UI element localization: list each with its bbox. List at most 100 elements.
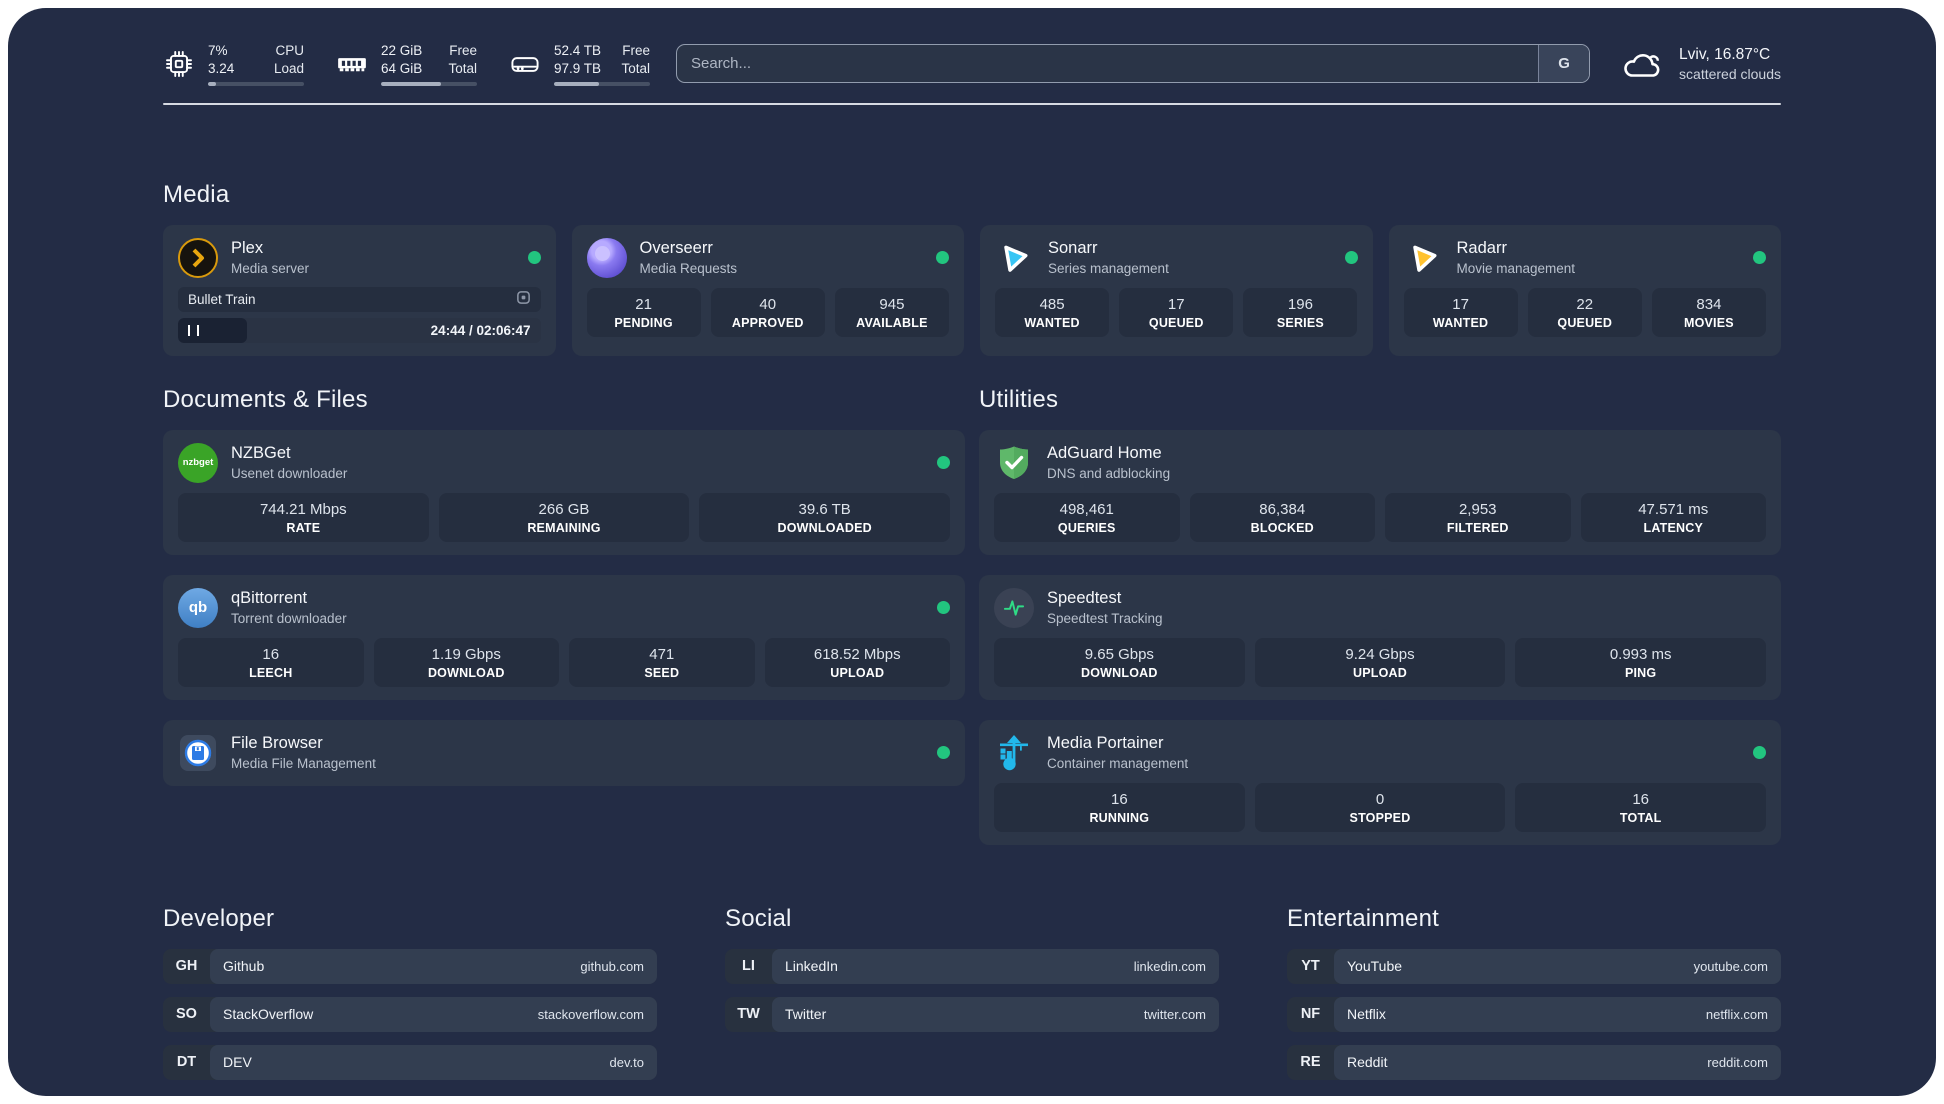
bookmark-name: Reddit [1347, 1054, 1388, 1071]
app-name: AdGuard Home [1047, 444, 1162, 463]
top-bar: 7% 3.24 CPU Load [163, 42, 1781, 86]
stat-rate: 744.21 Mbps RATE [178, 492, 429, 542]
app-subtitle: Speedtest Tracking [1047, 611, 1163, 627]
stat-total: 16 TOTAL [1515, 782, 1766, 832]
bookmark-abbr: GH [175, 958, 198, 975]
stat-seed: 471 SEED [569, 637, 755, 687]
status-dot [937, 456, 950, 470]
card-plex[interactable]: Plex Media server Bullet Train 24:44 / 0… [163, 224, 556, 356]
bookmark-netflix[interactable]: NF Netflix netflix.com [1287, 996, 1781, 1032]
status-dot [936, 251, 949, 265]
nzbget-icon: nzbget [178, 442, 218, 483]
bookmark-name: Twitter [785, 1006, 827, 1023]
app-subtitle: Series management [1048, 261, 1169, 277]
weather-summary: Lviv, 16.87°C [1679, 45, 1771, 63]
bookmark-reddit[interactable]: RE Reddit reddit.com [1287, 1044, 1781, 1080]
bookmark-name: DEV [223, 1054, 252, 1071]
app-subtitle: Media File Management [231, 756, 376, 772]
dashboard: 7% 3.24 CPU Load [8, 8, 1936, 1096]
bookmark-name: LinkedIn [785, 958, 838, 975]
system-metrics: 7% 3.24 CPU Load [163, 42, 650, 86]
app-name: Plex [231, 239, 264, 258]
status-dot [1753, 746, 1766, 760]
bookmark-youtube[interactable]: YT YouTube youtube.com [1287, 948, 1781, 984]
app-subtitle: Container management [1047, 756, 1189, 772]
memory-labels: Free Total [448, 43, 477, 76]
bookmark-abbr: NF [1300, 1006, 1321, 1023]
portainer-icon [994, 733, 1034, 773]
app-name: Media Portainer [1047, 734, 1164, 753]
bookmark-url: reddit.com [1707, 1054, 1768, 1070]
card-overseerr[interactable]: Overseerr Media Requests 21 PENDING 40 APP… [571, 224, 964, 356]
app-name: Sonarr [1048, 239, 1098, 258]
speedtest-icon [994, 587, 1034, 628]
card-portainer[interactable]: Media Portainer Container management 16 R… [979, 719, 1781, 845]
app-subtitle: Movie management [1456, 261, 1576, 277]
section-title-utilities: Utilities [979, 385, 1059, 413]
bookmarks-entertainment: Entertainment YT YouTube youtube.com NF N… [1287, 905, 1781, 1080]
stat-available: 945 AVAILABLE [834, 287, 949, 337]
cpu-progress-bar [208, 81, 304, 86]
stat-wanted: 17 WANTED [1403, 287, 1518, 337]
app-subtitle: Torrent downloader [231, 611, 347, 627]
bookmark-name: StackOverflow [223, 1006, 314, 1023]
pause-icon[interactable] [188, 324, 199, 336]
cpu-values: 7% 3.24 [208, 43, 235, 76]
bookmark-name: YouTube [1347, 958, 1403, 975]
stat-approved: 40 APPROVED [710, 287, 825, 337]
bookmark-abbr: LI [742, 958, 755, 975]
stat-blocked: 86,384 BLOCKED [1189, 492, 1375, 542]
bookmark-abbr: TW [737, 1006, 760, 1023]
utilities-column: Utilities AdGuard Home DNS and adblockin… [979, 386, 1781, 845]
card-adguard[interactable]: AdGuard Home DNS and adblocking 498,461 Q… [979, 429, 1781, 555]
bookmark-url: youtube.com [1693, 958, 1768, 974]
stat-queued: 17 QUEUED [1119, 287, 1234, 337]
search-bar: G [676, 44, 1591, 84]
stat-movies: 834 MOVIES [1651, 287, 1766, 337]
bookmarks-social: Social LI LinkedIn linkedin.com TW Twitte… [725, 905, 1219, 1032]
bookmark-linkedin[interactable]: LI LinkedIn linkedin.com [725, 948, 1219, 984]
cloud-icon [1620, 46, 1666, 82]
bookmark-abbr: RE [1300, 1054, 1321, 1071]
card-nzbget[interactable]: nzbget NZBGet Usenet downloader 744.21 M… [163, 429, 965, 555]
bookmark-github[interactable]: GH Github github.com [163, 948, 657, 984]
playback-progress-bar[interactable]: 24:44 / 02:06:47 [178, 317, 541, 343]
search-engine-button[interactable]: G [1538, 45, 1590, 83]
weather-widget: Lviv, 16.87°C scattered clouds [1620, 46, 1781, 82]
bookmark-dev[interactable]: DT DEV dev.to [163, 1044, 657, 1080]
status-dot [1753, 251, 1766, 265]
bookmark-url: dev.to [609, 1054, 644, 1070]
bookmark-name: Github [223, 958, 265, 975]
section-title-entertainment: Entertainment [1287, 904, 1440, 932]
playback-progress-fill [178, 317, 247, 343]
card-sonarr[interactable]: Sonarr Series management 485 WANTED 17 QUE… [980, 224, 1373, 356]
bookmark-twitter[interactable]: TW Twitter twitter.com [725, 996, 1219, 1032]
search-input[interactable] [677, 45, 1539, 83]
bookmark-url: linkedin.com [1133, 958, 1206, 974]
bookmark-stackoverflow[interactable]: SO StackOverflow stackoverflow.com [163, 996, 657, 1032]
disk-values: 52.4 TB 97.9 TB [554, 43, 602, 76]
documents-column: Documents & Files nzbget NZBGet Usenet d… [163, 386, 965, 786]
playback-time: 24:44 / 02:06:47 [430, 322, 531, 338]
memory-metric: 22 GiB 64 GiB Free Total [336, 42, 477, 86]
header-divider [163, 102, 1781, 105]
app-name: Speedtest [1047, 589, 1122, 608]
section-title-documents: Documents & Files [163, 385, 368, 413]
card-radarr[interactable]: Radarr Movie management 17 WANTED 22 QUEUE… [1388, 224, 1781, 356]
card-filebrowser[interactable]: File Browser Media File Management [163, 719, 965, 786]
bookmark-url: github.com [580, 958, 644, 974]
stat-download: 1.19 Gbps DOWNLOAD [373, 637, 559, 687]
app-name: Overseerr [639, 239, 713, 258]
sonarr-icon [995, 238, 1035, 278]
adguard-icon [994, 443, 1034, 483]
card-qbittorrent[interactable]: qb qBittorrent Torrent downloader 16 LEEC… [163, 574, 965, 700]
weather-condition: scattered clouds [1679, 65, 1781, 82]
now-playing-title: Bullet Train [188, 291, 256, 307]
card-speedtest[interactable]: Speedtest Speedtest Tracking 9.65 Gbps DO… [979, 574, 1781, 700]
bookmark-url: stackoverflow.com [537, 1006, 644, 1022]
cpu-labels: CPU Load [273, 43, 304, 76]
section-title-developer: Developer [163, 904, 275, 932]
status-dot [937, 746, 950, 760]
disk-progress-bar [554, 81, 650, 86]
